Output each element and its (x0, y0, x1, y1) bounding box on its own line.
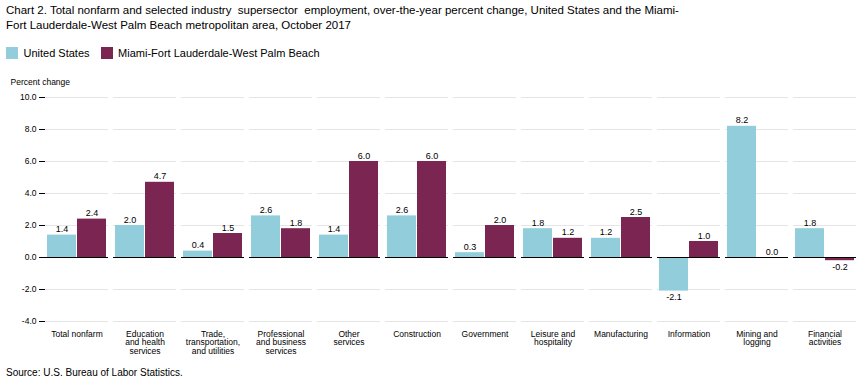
svg-text:-0.2: -0.2 (832, 262, 848, 272)
svg-text:Leisure andhospitality: Leisure andhospitality (531, 328, 576, 347)
html-text:Source: U.S. Bureau of Labor S: Source: U.S. Bureau of Labor Statistics. (6, 366, 183, 378)
svg-text:1.0: 1.0 (698, 230, 711, 240)
svg-text:0.0: 0.0 (25, 252, 37, 262)
svg-text:-4.0: -4.0 (22, 316, 37, 326)
svg-text:1.2: 1.2 (562, 227, 575, 237)
html-text:United States: United States (23, 46, 90, 59)
html-text:Miami-Fort Lauderdale-West Pal: Miami-Fort Lauderdale-West Palm Beach (118, 46, 320, 59)
svg-text:-2.1: -2.1 (666, 292, 682, 302)
svg-text:1.8: 1.8 (532, 217, 545, 227)
svg-text:Trade,transportation,and utili: Trade,transportation,and utilities (186, 328, 240, 355)
svg-text:2.6: 2.6 (260, 204, 273, 214)
svg-text:Construction: Construction (393, 328, 441, 338)
svg-text:0.0: 0.0 (766, 246, 779, 256)
svg-text:6.0: 6.0 (358, 150, 371, 160)
svg-text:10.0: 10.0 (20, 92, 37, 102)
svg-text:1.8: 1.8 (290, 217, 303, 227)
svg-text:2.0: 2.0 (494, 214, 507, 224)
svg-text:Government: Government (462, 328, 509, 338)
svg-text:1.4: 1.4 (328, 224, 341, 234)
svg-text:2.6: 2.6 (396, 204, 409, 214)
svg-text:1.8: 1.8 (804, 217, 817, 227)
svg-text:6.0: 6.0 (426, 150, 439, 160)
svg-text:Mining andlogging: Mining andlogging (736, 328, 778, 347)
svg-text:Manufacturing: Manufacturing (594, 328, 648, 338)
svg-text:Otherservices: Otherservices (333, 328, 364, 347)
svg-text:2.0: 2.0 (25, 220, 37, 230)
svg-text:0.4: 0.4 (192, 240, 205, 250)
svg-text:8.0: 8.0 (25, 124, 37, 134)
svg-text:4.7: 4.7 (154, 171, 167, 181)
svg-text:Percent change: Percent change (11, 76, 71, 86)
svg-text:Financialactivities: Financialactivities (808, 328, 842, 347)
svg-text:1.4: 1.4 (56, 224, 69, 234)
svg-text:6.0: 6.0 (25, 156, 37, 166)
svg-text:4.0: 4.0 (25, 188, 37, 198)
svg-text:1.2: 1.2 (600, 227, 613, 237)
svg-text:Educationand healthservices: Educationand healthservices (125, 328, 165, 355)
svg-text:Information: Information (668, 328, 711, 338)
svg-text:-2.0: -2.0 (22, 284, 37, 294)
svg-text:Total nonfarm: Total nonfarm (51, 328, 103, 338)
svg-text:8.2: 8.2 (736, 115, 749, 125)
html-text:Chart 2. Total nonfarm and sel: Chart 2. Total nonfarm and selected indu… (6, 4, 679, 31)
svg-text:2.5: 2.5 (630, 206, 643, 216)
svg-text:1.5: 1.5 (222, 222, 235, 232)
svg-text:2.4: 2.4 (86, 208, 99, 218)
svg-text:0.3: 0.3 (464, 241, 477, 251)
svg-text:2.0: 2.0 (124, 214, 137, 224)
svg-text:Professionaland businessservic: Professionaland businessservices (256, 328, 306, 355)
